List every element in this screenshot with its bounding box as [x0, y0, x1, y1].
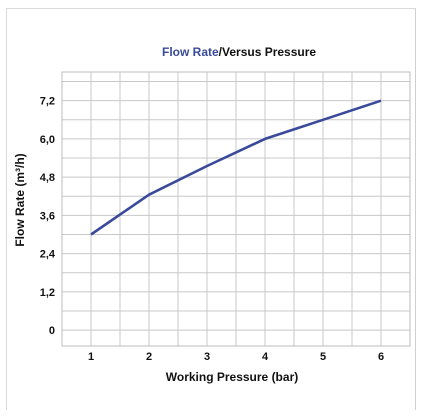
- x-tick-label: 2: [146, 351, 152, 363]
- y-axis-ticks: 0 1,2 2,4 3,6 4,8 6,0 7,2: [40, 96, 56, 337]
- x-tick-label: 4: [262, 351, 269, 363]
- x-tick-label: 3: [204, 351, 210, 363]
- chart-frame: [6, 8, 416, 410]
- x-axis-ticks: 1 2 3 4 5 6: [88, 351, 384, 363]
- chart-title-accent: Flow Rate: [162, 45, 219, 59]
- y-tick-label: 2,4: [40, 249, 56, 261]
- y-tick-label: 3,6: [40, 210, 55, 222]
- y-tick-label: 1,2: [40, 287, 55, 299]
- y-tick-label: 4,8: [40, 172, 55, 184]
- grid: [62, 72, 411, 346]
- series-line: [90, 99, 382, 236]
- y-tick-label: 0: [49, 325, 55, 337]
- x-tick-label: 6: [378, 351, 384, 363]
- plot-border: [61, 71, 411, 347]
- chart-title: Flow Rate/Versus Pressure: [162, 45, 316, 59]
- y-tick-label: 7,2: [40, 96, 55, 108]
- x-tick-label: 1: [88, 351, 94, 363]
- y-tick-label: 6,0: [40, 134, 55, 146]
- chart-title-rest: /Versus Pressure: [219, 45, 317, 59]
- x-tick-label: 5: [320, 351, 326, 363]
- x-axis-label: Working Pressure (bar): [166, 370, 298, 384]
- y-axis-label: Flow Rate (m³/h): [13, 153, 27, 246]
